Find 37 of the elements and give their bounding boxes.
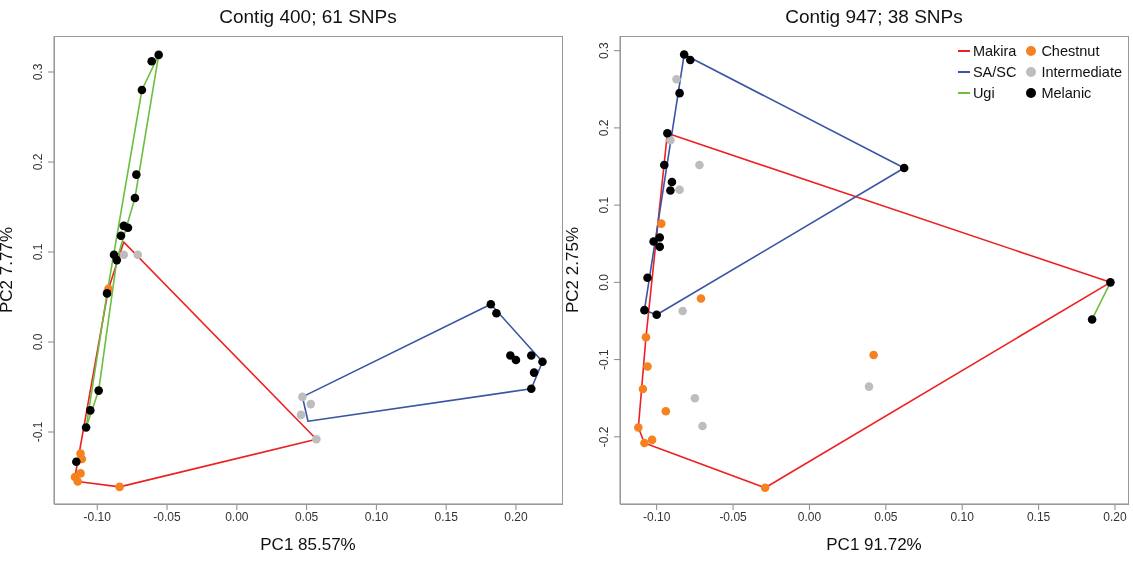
y-axis-title: PC2 7.77%: [0, 227, 17, 313]
y-tick-label: -0.1: [597, 348, 611, 370]
legend-label: Melanic: [1041, 84, 1092, 101]
y-tick-label: 0.3: [597, 42, 611, 60]
x-tick-label: -0.10: [83, 509, 112, 524]
y-tick-label: 0.3: [31, 63, 45, 81]
x-tick-label: 0.20: [504, 509, 528, 524]
x-tick-label: 0.10: [364, 509, 389, 524]
x-tick-label: -0.05: [719, 509, 748, 524]
legend-label: Ugi: [972, 84, 995, 101]
legend-label: SA/SC: [972, 63, 1017, 80]
x-tick-label: -0.05: [153, 509, 182, 524]
legend-label: Makira: [972, 42, 1017, 59]
y-axis-title: PC2 2.75%: [563, 227, 583, 313]
x-axis-title: PC1 91.72%: [826, 535, 922, 554]
x-tick-label: 0.00: [225, 509, 249, 524]
x-tick-label: 0.15: [1026, 509, 1051, 524]
x-axis-title: PC1 85.57%: [260, 535, 356, 554]
legend-label: Intermediate: [1041, 63, 1122, 80]
chart-title: Contig 947; 38 SNPs: [784, 6, 964, 28]
y-tick-label: 0.0: [597, 273, 611, 291]
y-tick-label: 0.1: [31, 243, 45, 261]
x-tick-label: -0.10: [642, 509, 671, 524]
y-tick-label: 0.1: [597, 196, 611, 214]
y-tick-label: 0.2: [597, 119, 611, 137]
x-tick-label: 0.20: [1103, 509, 1128, 524]
x-tick-label: 0.00: [797, 509, 822, 524]
legend-label: Chestnut: [1041, 42, 1100, 59]
y-tick-label: -0.2: [597, 426, 611, 448]
y-tick-label: 0.0: [31, 333, 45, 351]
x-tick-label: 0.05: [294, 509, 319, 524]
x-tick-label: 0.15: [434, 509, 459, 524]
y-tick-label: 0.2: [31, 153, 45, 171]
y-tick-label: -0.1: [31, 421, 45, 443]
x-tick-label: 0.05: [874, 509, 898, 524]
x-tick-label: 0.10: [950, 509, 975, 524]
chart-title: Contig 400; 61 SNPs: [218, 6, 398, 28]
